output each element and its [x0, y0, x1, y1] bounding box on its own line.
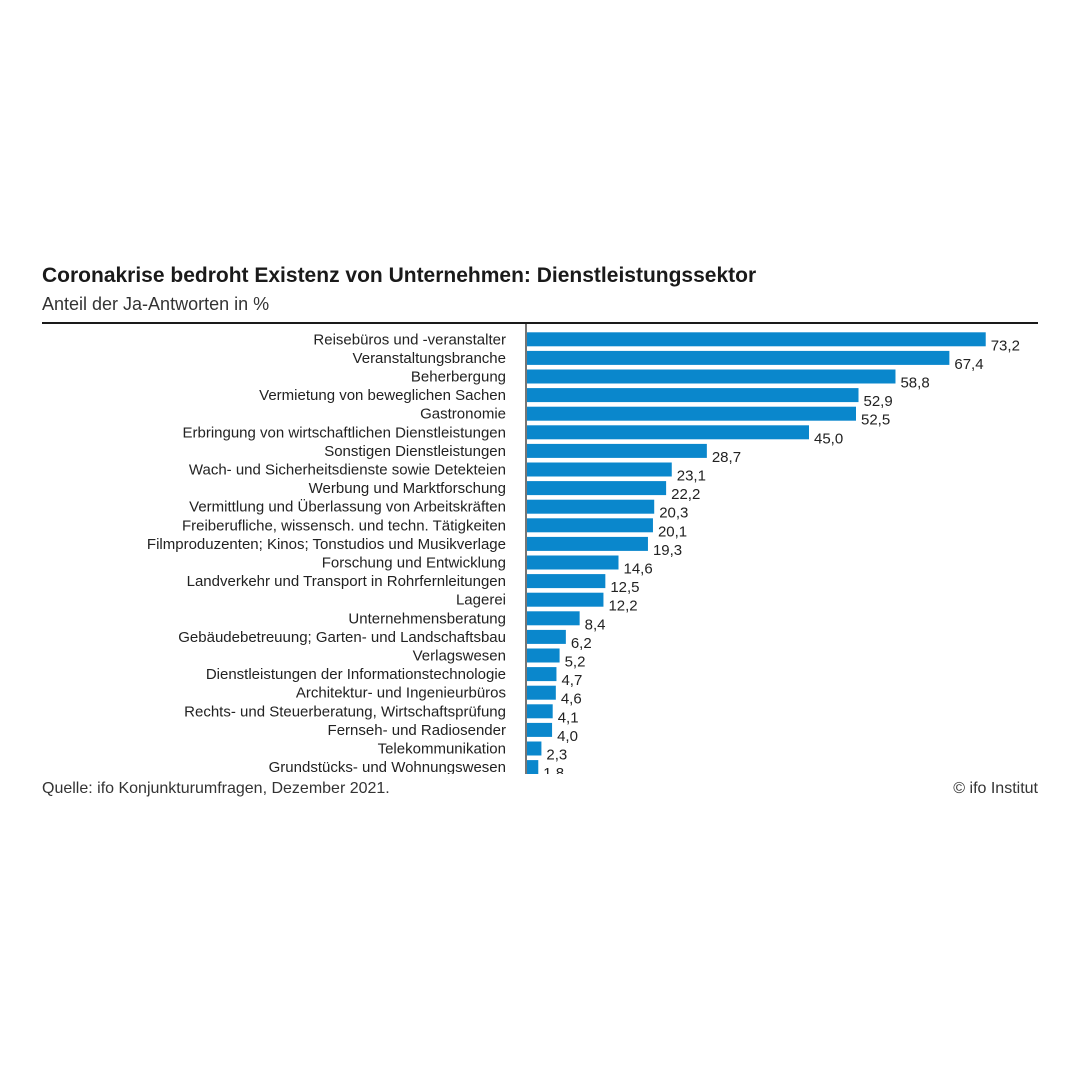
- bar: [527, 704, 553, 719]
- bar: [527, 722, 553, 737]
- category-label: Forschung und Entwicklung: [322, 555, 506, 572]
- category-label: Gastronomie: [420, 406, 506, 423]
- category-labels: Reisebüros und -veranstalter Veranstaltun…: [147, 331, 506, 774]
- value-label: 28,7: [712, 449, 741, 466]
- category-label: Filmproduzenten; Kinos; Tonstudios und M…: [147, 536, 506, 553]
- bar-chart: Reisebüros und -veranstalter Veranstaltun…: [147, 324, 1020, 774]
- bar: [527, 611, 580, 626]
- bar: [527, 462, 672, 477]
- value-label: 45,0: [814, 430, 843, 447]
- copyright-note: © ifo Institut: [953, 780, 1038, 797]
- category-label: Vermittlung und Überlassung von Arbeitsk…: [189, 498, 506, 516]
- bar: [527, 406, 856, 421]
- bar: [527, 443, 707, 458]
- category-label: Veranstaltungsbranche: [353, 350, 506, 367]
- category-label: Grundstücks- und Wohnungswesen: [269, 759, 506, 774]
- bar: [527, 425, 809, 440]
- value-label: 4,6: [561, 691, 582, 708]
- value-label: 52,9: [864, 393, 893, 410]
- category-label: Unternehmensberatung: [348, 610, 506, 627]
- value-label: 73,2: [991, 337, 1020, 354]
- category-label: Fernseh- und Radiosender: [328, 722, 506, 739]
- value-label: 6,2: [571, 635, 592, 652]
- chart-footer: Quelle: ifo Konjunkturumfragen, Dezember…: [42, 780, 1038, 804]
- category-label: Lagerei: [456, 592, 506, 609]
- chart-subtitle: Anteil der Ja-Antworten in %: [42, 294, 270, 314]
- bar: [527, 555, 619, 570]
- bars: [527, 332, 986, 774]
- value-label: 12,5: [610, 579, 639, 596]
- category-label: Rechts- und Steuerberatung, Wirtschaftsp…: [184, 703, 506, 720]
- category-label: Erbringung von wirtschaftlichen Dienstle…: [182, 424, 506, 441]
- bar: [527, 574, 606, 589]
- value-label: 1,8: [543, 765, 564, 774]
- category-label: Architektur- und Ingenieurbüros: [296, 685, 506, 702]
- value-label: 52,5: [861, 412, 890, 429]
- category-label: Dienstleistungen der Informationstechnol…: [206, 666, 506, 683]
- bar: [527, 481, 667, 496]
- value-label: 5,2: [565, 654, 586, 671]
- bar: [527, 685, 556, 700]
- bar: [527, 350, 950, 365]
- value-label: 20,1: [658, 523, 687, 540]
- bar: [527, 667, 557, 682]
- category-label: Telekommunikation: [378, 741, 506, 758]
- category-label: Beherbergung: [411, 369, 506, 386]
- bar: [527, 760, 539, 774]
- source-note: Quelle: ifo Konjunkturumfragen, Dezember…: [42, 780, 390, 797]
- value-label: 22,2: [671, 486, 700, 503]
- category-label: Sonstigen Dienstleistungen: [324, 443, 506, 460]
- value-labels: 73,2 67,4 58,8 52,9 52,5 45,0 28,7 23,122,2 20,3…: [543, 337, 1020, 774]
- category-label: Landverkehr und Transport in Rohrfernlei…: [187, 573, 506, 590]
- category-label: Vermietung von beweglichen Sachen: [259, 387, 506, 404]
- title-rule: [42, 322, 1038, 324]
- bar: [527, 388, 859, 403]
- value-label: 4,1: [558, 709, 579, 726]
- chart-title: Coronakrise bedroht Existenz von Unterne…: [42, 264, 757, 287]
- category-label: Reisebüros und -veranstalter: [313, 331, 506, 348]
- bar: [527, 629, 566, 644]
- value-label: 19,3: [653, 542, 682, 559]
- category-label: Gebäudebetreuung; Garten- und Landschaft…: [178, 629, 506, 646]
- value-label: 23,1: [677, 468, 706, 485]
- bar: [527, 592, 604, 607]
- value-label: 12,2: [608, 598, 637, 615]
- value-label: 8,4: [585, 616, 606, 633]
- value-label: 2,3: [546, 747, 567, 764]
- chart-figure: Coronakrise bedroht Existenz von Unterne…: [42, 262, 1038, 804]
- bar: [527, 369, 896, 384]
- bar: [527, 536, 648, 551]
- bar: [527, 518, 653, 533]
- bar: [527, 648, 560, 663]
- value-label: 67,4: [954, 356, 983, 373]
- category-label: Verlagswesen: [413, 648, 506, 665]
- bar: [527, 741, 542, 756]
- category-label: Werbung und Marktforschung: [309, 480, 506, 497]
- value-label: 4,7: [561, 672, 582, 689]
- bar: [527, 332, 986, 347]
- value-label: 20,3: [659, 505, 688, 522]
- value-label: 14,6: [623, 561, 652, 578]
- value-label: 4,0: [557, 728, 578, 745]
- category-label: Freiberufliche, wissensch. und techn. Tä…: [182, 517, 506, 534]
- bar: [527, 499, 655, 514]
- value-label: 58,8: [900, 375, 929, 392]
- category-label: Wach- und Sicherheitsdienste sowie Detek…: [189, 462, 506, 479]
